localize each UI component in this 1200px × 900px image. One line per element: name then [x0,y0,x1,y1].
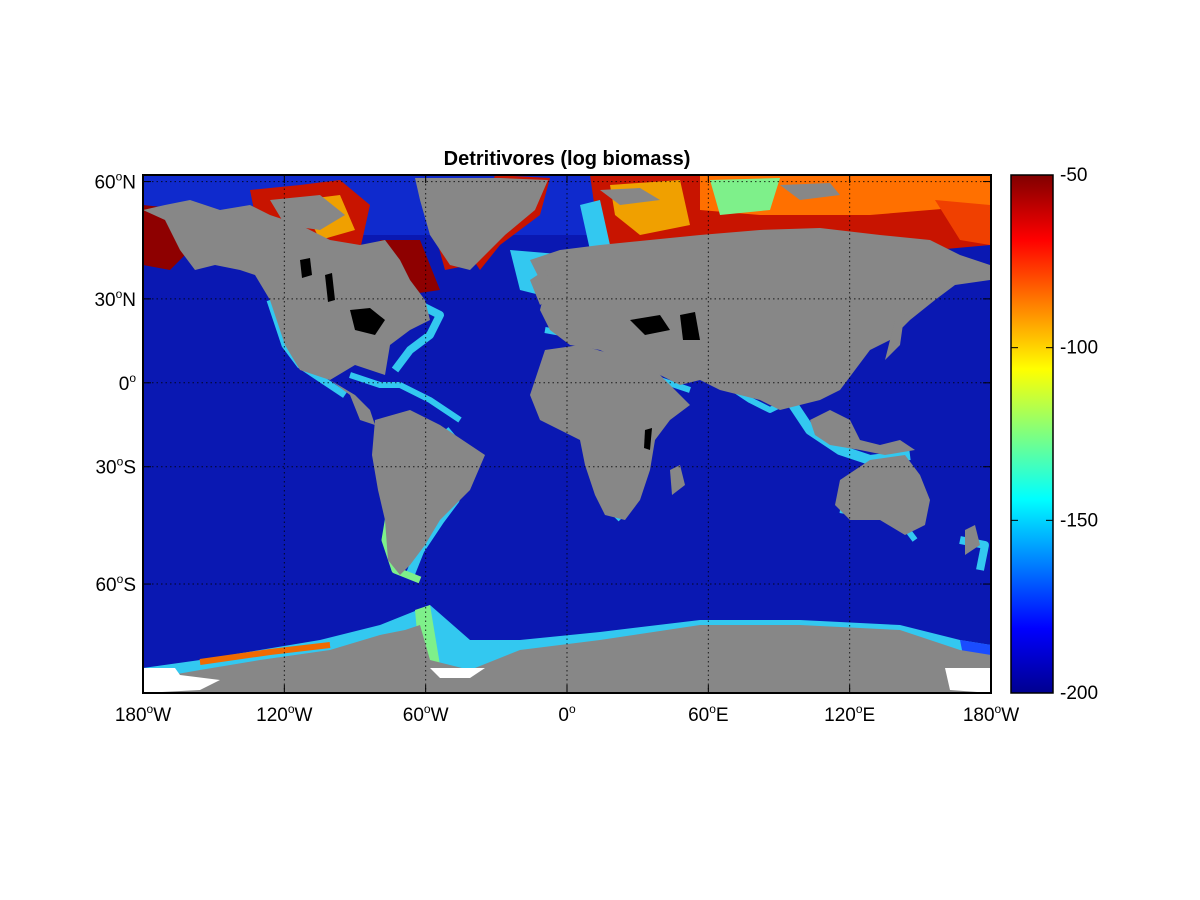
new-zealand [965,525,980,555]
japan [885,310,905,360]
longitude-tick-label: 180oW [963,702,1019,726]
latitude-tick-label: 60oN [94,170,136,194]
longitude-tick-label: 120oE [824,702,875,726]
colorbar-tick-label: -100 [1060,338,1098,359]
latitude-tick-label: 0o [119,371,137,395]
longitude-axis: 180oW 120oW 60oW 0o 60oE 120oE 180oW [115,175,1019,726]
uk [530,270,555,305]
land-masses [143,178,991,693]
colorbar-tick-label: -150 [1060,510,1098,531]
longitude-tick-label: 180oW [115,702,171,726]
colorbar-frame [1010,174,1054,694]
latitude-tick-label: 30oN [94,287,136,311]
arctic-islands [270,183,840,230]
antarctica [143,625,991,693]
longitude-tick-label: 60oW [403,702,449,726]
africa [530,345,690,520]
north-america [143,200,430,380]
colorbar-tick-label: -200 [1060,683,1098,704]
australia [835,455,930,535]
no-data-regions [143,668,991,693]
longitude-tick-label: 0o [558,702,576,726]
south-america [372,410,485,575]
latitude-tick-label: 30oS [95,455,136,479]
longitude-tick-label: 60oE [688,702,729,726]
world-map [143,175,991,693]
latitude-tick-label: 60oS [95,572,136,596]
central-america [330,380,375,425]
indonesia [810,410,915,455]
colorbar: -50 -100 -150 -200 [1010,165,1098,704]
colorbar-ticks: -50 -100 -150 -200 [1011,165,1098,704]
latitude-axis: 60oN 30oN 0o 30oS 60oS [94,170,991,596]
colorbar-gradient [1011,175,1053,693]
map-title: Detritivores (log biomass) [444,148,691,170]
inland-water [300,258,700,450]
greenland [415,178,548,270]
madagascar [670,465,685,495]
colorbar-tick-label: -50 [1060,165,1087,186]
longitude-tick-label: 120oW [256,702,312,726]
